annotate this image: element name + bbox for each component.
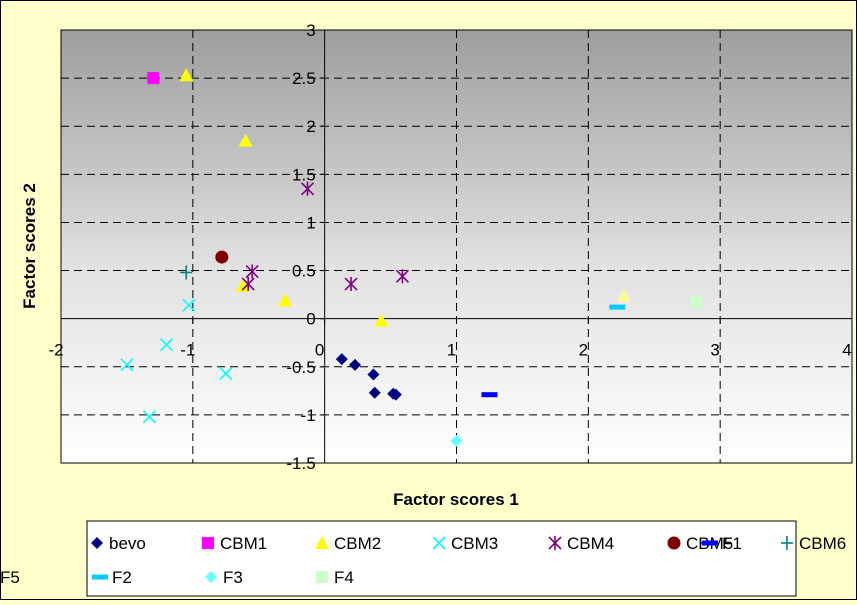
data-point-f5 (616, 288, 631, 302)
y-axis-title: Factor scores 2 (20, 183, 39, 309)
legend-item-f2: F2 (92, 568, 132, 587)
data-point-cbm4 (241, 277, 255, 292)
marker-layer (120, 68, 703, 447)
legend-marker-cbm4 (548, 536, 562, 550)
x-tick-label: -1 (180, 341, 195, 360)
legend-marker-cbm2 (315, 536, 329, 549)
y-tick-label: 2 (306, 117, 315, 136)
data-point-cbm4 (344, 277, 358, 292)
data-point-bevo (368, 386, 381, 399)
legend-marker-cbm3 (432, 536, 446, 550)
data-point-cbm4 (245, 264, 259, 279)
x-tick-label: 4 (842, 341, 851, 360)
legend-label: CBM3 (451, 534, 498, 553)
legend-marker-f3 (205, 571, 217, 583)
data-point-cbm4 (395, 269, 410, 284)
legend-marker-bevo (91, 537, 103, 549)
data-point-bevo (389, 388, 402, 401)
legend-label: CBM2 (334, 534, 381, 553)
x-tick-label: 3 (710, 341, 719, 360)
legend-item-cbm1: CBM1 (202, 534, 267, 553)
x-tick-label: -2 (48, 341, 63, 360)
y-tick-label: 1 (306, 213, 315, 232)
y-tick-label: 3 (306, 21, 315, 40)
data-point-cbm3 (120, 358, 134, 372)
data-point-bevo (348, 358, 361, 371)
x-tick-label: 1 (447, 341, 456, 360)
y-tick-label: -1 (301, 406, 316, 425)
data-point-cbm6 (180, 265, 193, 280)
legend-label: CBM4 (567, 534, 614, 553)
data-point-cbm3 (142, 410, 156, 424)
data-point-f2 (609, 304, 626, 310)
legend-marker-f2 (92, 574, 108, 580)
legend-box (86, 520, 797, 597)
legend-label: F2 (112, 568, 132, 587)
data-point-cbm2 (374, 313, 389, 327)
y-tick-label: 0.5 (292, 262, 316, 281)
axis-layer: -2 -1 0 1 2 3 432.521.510.50-0.5-1-1.5 (48, 21, 853, 473)
legend-marker-cbm6 (781, 536, 793, 550)
data-point-cbm4 (300, 181, 315, 196)
legend-label: F1 (722, 534, 742, 553)
legend-label: F4 (334, 568, 354, 587)
legend-label: CBM6 (799, 534, 846, 553)
data-point-cbm5 (215, 250, 229, 264)
legend-item-cbm2: CBM2 (315, 534, 381, 553)
y-tick-label: 0 (306, 310, 315, 329)
x-tick-label: 2 (579, 341, 588, 360)
data-point-f3 (450, 434, 463, 447)
legend-marker-cbm5 (667, 536, 681, 550)
legend-item-f3: F3 (205, 568, 243, 587)
data-point-cbm2 (235, 278, 250, 292)
legend-item-f1: F1 (702, 534, 742, 553)
legend-marker-f4 (316, 571, 328, 583)
y-tick-label: 2.5 (292, 69, 316, 88)
x-axis-title: Factor scores 1 (393, 490, 519, 509)
data-point-f4 (690, 296, 703, 309)
data-point-bevo (335, 353, 348, 366)
legend-item-f4: F4 (316, 568, 354, 587)
legend-label: F5 (0, 568, 20, 587)
x-tick-label: 0 (315, 341, 324, 360)
legend-marker-cbm1 (202, 537, 214, 549)
data-point-cbm3 (159, 338, 174, 352)
data-point-cbm2 (238, 133, 253, 147)
data-point-cbm3 (182, 298, 196, 312)
legend-marker-f1 (702, 540, 718, 546)
data-point-cbm2 (179, 68, 194, 82)
legend-label: F3 (223, 568, 243, 587)
legend-item-cbm3: CBM3 (432, 534, 498, 553)
y-tick-label: -0.5 (286, 358, 315, 377)
data-point-cbm3 (219, 366, 233, 381)
data-point-bevo (367, 368, 380, 381)
y-tick-label: -1.5 (286, 454, 315, 473)
legend-item-cbm4: CBM4 (548, 534, 614, 553)
legend-item-cbm6: CBM6 (781, 534, 846, 553)
legend-label: CBM1 (220, 534, 267, 553)
data-point-f1 (481, 392, 498, 398)
legend: bevoCBM1CBM2CBM3CBM4CBM5CBM6F1F2F3F4F5 (0, 534, 846, 587)
legend-label: bevo (109, 534, 146, 553)
legend-item-f5: F5 (0, 568, 20, 587)
legend-item-bevo: bevo (91, 534, 146, 553)
grid-layer (61, 30, 852, 463)
data-point-cbm2 (278, 293, 293, 307)
data-point-cbm1 (147, 72, 160, 85)
y-tick-label: 1.5 (292, 165, 316, 184)
